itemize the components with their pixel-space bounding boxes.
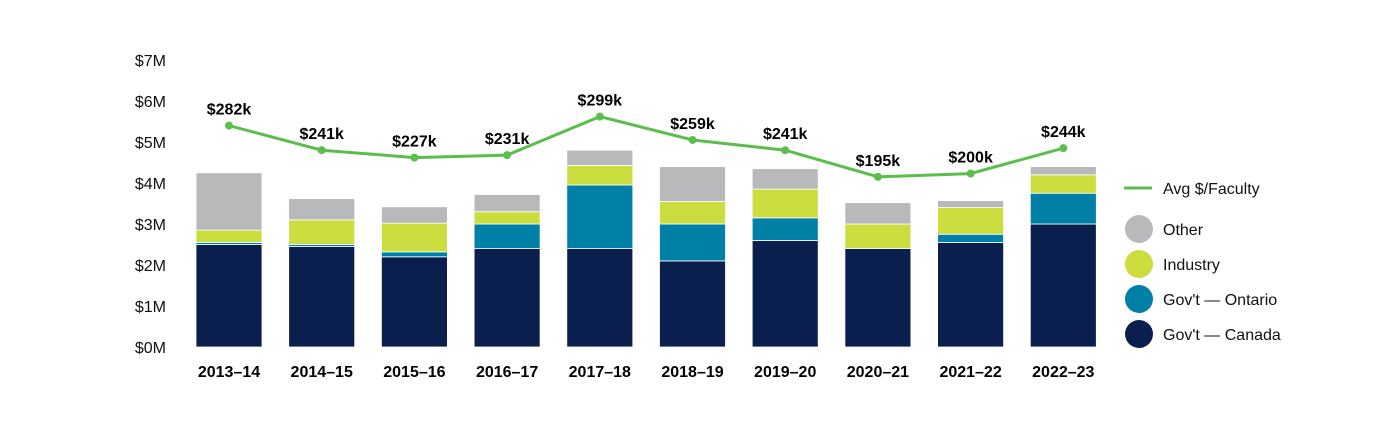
x-tick-label: 2019–20 — [754, 364, 816, 381]
bar-segment-gov-t-ontario — [1029, 192, 1097, 225]
bar-segment-other — [937, 200, 1004, 209]
y-tick-label: $1M — [135, 299, 166, 316]
y-tick-label: $3M — [135, 217, 166, 234]
avg-line-point — [1059, 144, 1068, 153]
bar-segment-gov-t-canada — [751, 239, 819, 348]
bar-segment-industry — [473, 211, 541, 225]
avg-line-data-label: $282k — [207, 102, 252, 119]
legend-label: Avg $/Faculty — [1163, 181, 1260, 198]
bar-segment-industry — [380, 222, 448, 253]
bar-segment-industry — [1029, 174, 1097, 194]
bar-segment-industry — [937, 207, 1004, 235]
avg-line-point — [688, 135, 697, 144]
bar-segment-other — [566, 149, 634, 166]
legend-label: Gov't — Canada — [1163, 327, 1281, 344]
avg-line-data-label: $195k — [856, 153, 901, 170]
bar-segment-industry — [195, 229, 263, 243]
legend-label: Gov't — Ontario — [1163, 292, 1277, 309]
avg-line-point — [225, 121, 233, 130]
bar-segment-gov-t-canada — [659, 260, 726, 348]
bar-segment-gov-t-canada — [195, 244, 263, 348]
x-tick-label: 2016–17 — [476, 364, 538, 381]
y-tick-label: $4M — [135, 176, 166, 193]
y-tick-label: $5M — [135, 135, 166, 152]
avg-line-point — [873, 172, 882, 181]
avg-line-point — [595, 112, 604, 121]
bar-segment-gov-t-canada — [937, 242, 1004, 348]
avg-line-point — [503, 151, 512, 160]
bar-segment-other — [195, 172, 263, 231]
avg-line-data-label: $227k — [392, 134, 437, 151]
avg-line-data-label: $200k — [948, 150, 993, 167]
avg-line-data-label: $299k — [578, 93, 623, 110]
legend-swatch — [1125, 320, 1153, 348]
x-tick-label: 2022–23 — [1032, 364, 1094, 381]
bar-segment-gov-t-ontario — [380, 251, 448, 258]
bar-segment-gov-t-ontario — [659, 223, 726, 262]
y-tick-label: $2M — [135, 258, 166, 275]
bar-segment-gov-t-canada — [844, 248, 912, 348]
bars — [195, 149, 1097, 348]
bar-segment-gov-t-ontario — [566, 184, 634, 250]
avg-line-data-label: $241k — [763, 126, 808, 143]
legend-swatch — [1125, 250, 1153, 278]
x-tick-label: 2020–21 — [847, 364, 909, 381]
x-tick-label: 2013–14 — [198, 364, 260, 381]
avg-line-data-label: $231k — [485, 131, 530, 148]
x-tick-label: 2014–15 — [291, 364, 353, 381]
bar-segment-industry — [288, 219, 356, 245]
bar-segment-industry — [566, 164, 634, 186]
bar-segment-gov-t-ontario — [937, 233, 1004, 243]
avg-line-data-label: $259k — [670, 116, 715, 133]
x-tick-label: 2018–19 — [661, 364, 723, 381]
legend: Avg $/Faculty Other Industry Gov't — Ontari… — [1124, 181, 1281, 348]
legend-swatch — [1125, 215, 1153, 243]
avg-per-faculty-line: $282k $241k $227k $231k $299k $259k $241k $195k… — [207, 93, 1086, 181]
x-tick-label: 2015–16 — [383, 364, 445, 381]
y-axis-ticks: $0M $1M $2M $3M $4M $5M $6M $7M — [135, 53, 166, 357]
bar-segment-other — [1029, 166, 1097, 176]
avg-line-data-label: $241k — [299, 126, 344, 143]
x-axis-ticks: 2013–14 2014–15 2015–16 2016–17 2017–18 2018–… — [198, 364, 1095, 381]
legend-label: Other — [1163, 222, 1204, 239]
bar-segment-gov-t-canada — [566, 248, 634, 348]
bar-segment-industry — [751, 188, 819, 219]
bar-segment-gov-t-ontario — [751, 217, 819, 241]
bar-segment-gov-t-canada — [380, 256, 448, 348]
bar-segment-industry — [844, 223, 912, 250]
y-tick-label: $0M — [135, 340, 166, 357]
bar-segment-gov-t-canada — [1029, 223, 1097, 348]
y-tick-label: $7M — [135, 53, 166, 70]
avg-line-point — [317, 146, 326, 155]
x-tick-label: 2017–18 — [569, 364, 631, 381]
y-tick-label: $6M — [135, 94, 166, 111]
avg-line-path — [228, 115, 1064, 179]
bar-segment-industry — [659, 201, 726, 225]
avg-line-point — [966, 169, 975, 178]
avg-line-data-label: $244k — [1041, 124, 1086, 141]
bar-segment-other — [473, 194, 541, 213]
legend-label: Industry — [1163, 257, 1220, 274]
x-tick-label: 2021–22 — [939, 364, 1001, 381]
bar-segment-other — [659, 166, 726, 202]
bar-segment-other — [380, 206, 448, 224]
bar-segment-gov-t-canada — [473, 248, 541, 348]
bar-segment-other — [844, 202, 912, 225]
legend-swatch — [1125, 285, 1153, 313]
bar-segment-other — [288, 198, 356, 221]
bar-segment-gov-t-ontario — [473, 223, 541, 250]
bar-segment-other — [751, 168, 819, 190]
avg-line-point — [781, 146, 790, 155]
bar-segment-gov-t-canada — [288, 246, 356, 348]
avg-line-point — [410, 153, 419, 162]
